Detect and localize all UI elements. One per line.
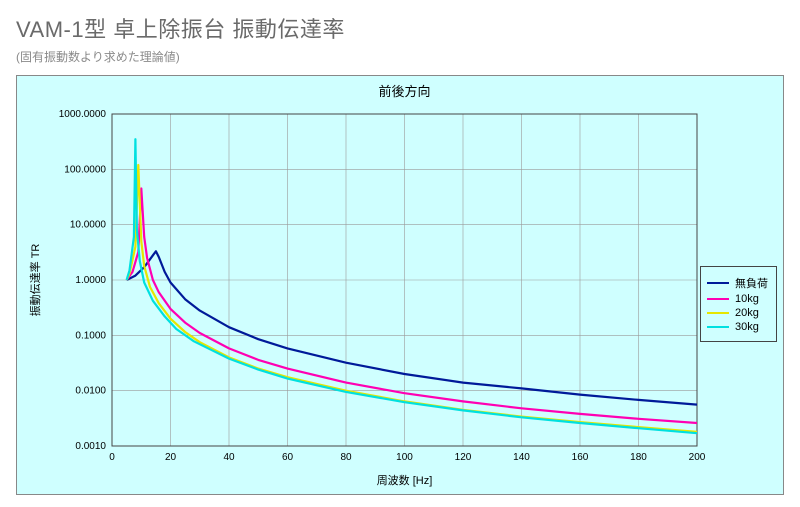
legend-label: 20kg: [735, 307, 759, 319]
svg-text:60: 60: [282, 452, 294, 463]
legend-swatch: [707, 282, 729, 284]
svg-text:20: 20: [165, 452, 177, 463]
legend-item: 10kg: [707, 293, 768, 305]
svg-text:10.0000: 10.0000: [70, 220, 107, 231]
svg-text:200: 200: [689, 452, 706, 463]
legend-item: 30kg: [707, 321, 768, 333]
svg-text:1000.0000: 1000.0000: [59, 109, 107, 120]
svg-text:100.0000: 100.0000: [64, 164, 106, 175]
svg-text:周波数 [Hz]: 周波数 [Hz]: [377, 474, 433, 487]
svg-text:160: 160: [572, 452, 589, 463]
svg-text:180: 180: [630, 452, 647, 463]
legend-swatch: [707, 326, 729, 328]
legend-item: 無負荷: [707, 275, 768, 291]
svg-text:0.1000: 0.1000: [75, 330, 106, 341]
svg-text:1.0000: 1.0000: [75, 275, 106, 286]
legend-label: 10kg: [735, 293, 759, 305]
svg-text:0: 0: [109, 452, 115, 463]
legend-swatch: [707, 298, 729, 300]
legend-item: 20kg: [707, 307, 768, 319]
legend: 無負荷 10kg 20kg 30kg: [700, 266, 777, 342]
svg-text:0.0010: 0.0010: [75, 441, 106, 452]
page-subtitle: (固有振動数より求めた理論値): [16, 48, 784, 65]
transmissibility-chart: 0 20 40 60 80 100 120 140 160 180 200 0.0010 0.0100 0…: [17, 76, 787, 494]
svg-text:140: 140: [513, 452, 530, 463]
svg-text:0.0100: 0.0100: [75, 386, 106, 397]
svg-text:120: 120: [455, 452, 472, 463]
svg-text:80: 80: [340, 452, 352, 463]
legend-swatch: [707, 312, 729, 314]
legend-label: 無負荷: [735, 275, 768, 291]
legend-label: 30kg: [735, 321, 759, 333]
svg-text:前後方向: 前後方向: [378, 84, 430, 99]
svg-text:100: 100: [396, 452, 413, 463]
svg-text:振動伝達率 TR: 振動伝達率 TR: [28, 244, 42, 317]
chart-container: 0 20 40 60 80 100 120 140 160 180 200 0.0010 0.0100 0…: [16, 75, 784, 495]
page-title: VAM-1型 卓上除振台 振動伝達率: [16, 12, 784, 44]
svg-text:40: 40: [223, 452, 235, 463]
